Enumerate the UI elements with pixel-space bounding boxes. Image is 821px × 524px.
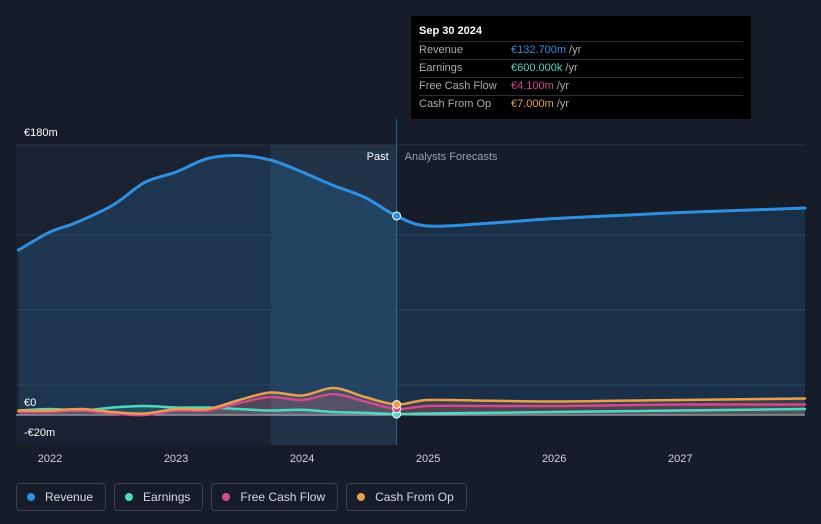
legend-item-cash-from-op[interactable]: Cash From Op (346, 483, 467, 511)
legend-dot-icon (27, 493, 35, 501)
legend-label: Cash From Op (375, 490, 454, 504)
current-value-markers (392, 211, 402, 419)
tooltip-unit: /yr (569, 44, 582, 56)
legend-label: Revenue (45, 490, 94, 504)
revenue-marker (392, 211, 402, 221)
forecast-label: Analysts Forecasts (405, 151, 498, 163)
free-cash-flow-line (17, 392, 807, 417)
tooltip-unit: /yr (556, 80, 570, 92)
cash-from-op-line (17, 386, 807, 415)
x-tick-label: 2023 (164, 453, 188, 465)
tooltip: Sep 30 2024 Revenue €132.700m /yr Earnin… (411, 16, 751, 119)
legend-label: Free Cash Flow (240, 490, 326, 504)
earnings-line (17, 404, 807, 416)
tooltip-label: Earnings (419, 62, 463, 74)
tooltip-date: Sep 30 2024 (419, 25, 482, 37)
revenue-area (18, 155, 805, 415)
past-label: Past (367, 151, 389, 163)
tooltip-unit: /yr (565, 62, 578, 74)
tooltip-value: €4.100m (511, 80, 554, 92)
revenue-line (17, 153, 807, 252)
x-tick-label: 2026 (542, 453, 566, 465)
tooltip-row-revenue: Revenue €132.700m /yr (419, 41, 743, 59)
x-tick-label: 2022 (38, 453, 62, 465)
tooltip-row-earnings: Earnings €600.000k /yr (419, 59, 743, 77)
axis-labels: €180m €0 -€20m 2022 2023 2024 2025 2026 2027 (24, 127, 692, 465)
legend-item-revenue[interactable]: Revenue (16, 483, 107, 511)
y-tick-label: -€20m (24, 427, 55, 439)
tooltip-value: €132.700m (511, 44, 567, 56)
y-tick-label: €0 (24, 397, 36, 409)
y-tick-label: €180m (24, 127, 58, 139)
legend-dot-icon (125, 493, 134, 501)
legend-label: Earnings (143, 490, 191, 504)
legend-dot-icon (222, 493, 231, 501)
legend-item-free-cash-flow[interactable]: Free Cash Flow (211, 483, 339, 511)
tooltip-label: Free Cash Flow (419, 80, 497, 92)
tooltip-unit: /yr (556, 98, 570, 110)
tooltip-row-cash-from-op: Cash From Op €7.000m /yr (419, 95, 743, 113)
x-tick-label: 2027 (668, 453, 692, 465)
legend-dot-icon (357, 493, 366, 501)
tooltip-label: Revenue (419, 44, 464, 56)
cash-from-op-marker (392, 400, 402, 409)
tooltip-value: €600.000k (511, 62, 563, 74)
tooltip-label: Cash From Op (419, 98, 492, 110)
legend: Revenue Earnings Free Cash Flow Cash Fro… (16, 483, 475, 511)
series-lines (17, 153, 807, 417)
x-tick-label: 2024 (290, 453, 314, 465)
tooltip-row-free-cash-flow: Free Cash Flow €4.100m /yr (419, 77, 743, 95)
area-fills (18, 155, 805, 416)
tooltip-value: €7.000m (511, 98, 554, 110)
legend-item-earnings[interactable]: Earnings (114, 483, 204, 511)
x-tick-label: 2025 (416, 453, 440, 465)
